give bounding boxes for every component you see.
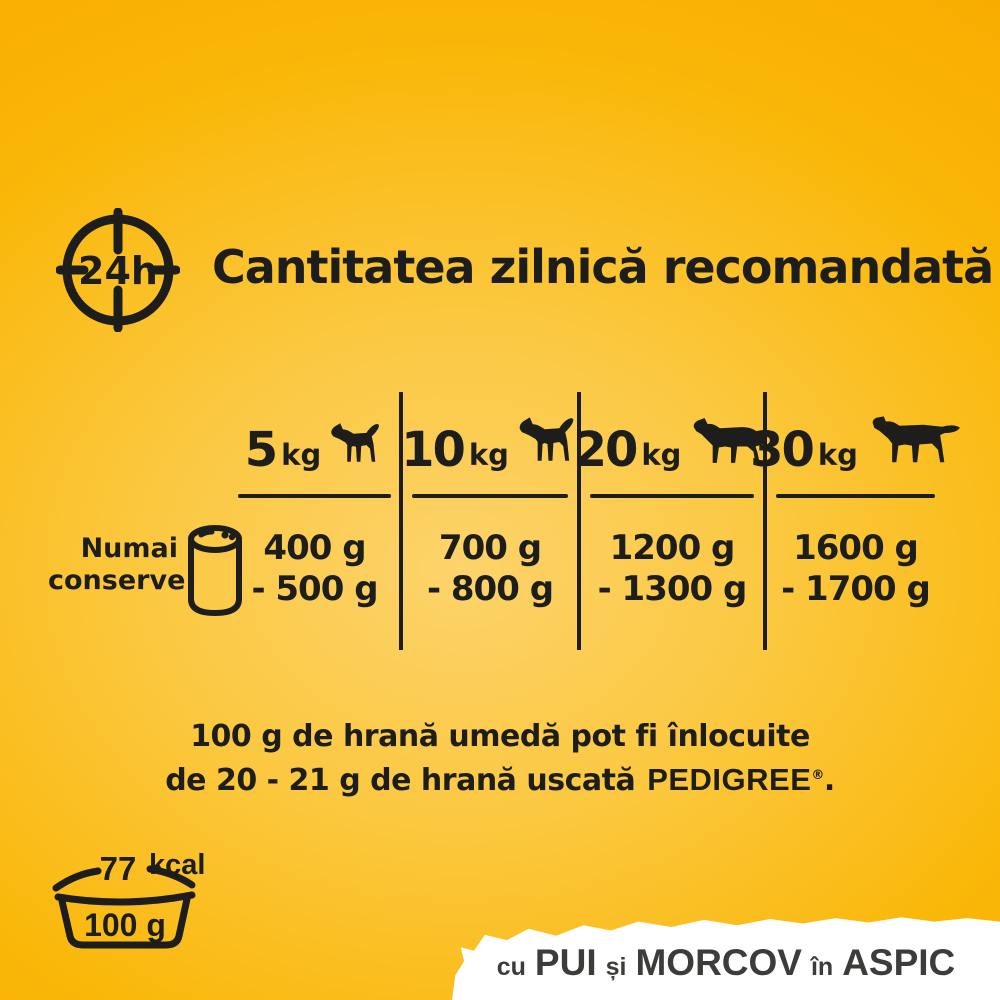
banner-word-in: în — [810, 953, 834, 981]
weight-unit: kg — [281, 438, 322, 472]
note-line2: de 20 - 21 g de hrană uscată PEDIGREE®. — [0, 758, 1000, 802]
portion-values: 1600 g - 1700 g — [767, 528, 944, 611]
brand-name: PEDIGREE — [647, 762, 812, 797]
portion-min: 400 g — [263, 528, 366, 568]
small-dog-icon — [328, 421, 384, 471]
banner-word-morcov: MORCOV — [635, 942, 802, 983]
header-underline — [590, 494, 754, 498]
portion-values: 1200 g - 1300 g — [581, 528, 763, 611]
flavor-banner-text: cu PUI și MORCOV în ASPIC — [497, 942, 956, 984]
column-header: 10 kg — [401, 417, 577, 478]
weight-value: 20 — [573, 421, 639, 478]
feeding-column-20kg: 20 kg 1200 g - 1300 g — [574, 392, 768, 650]
column-header: 5 kg — [230, 420, 399, 478]
portion-min: 1200 g — [609, 528, 736, 568]
portion-values: 400 g - 500 g — [230, 528, 399, 611]
note-period: . — [823, 763, 835, 798]
banner-word-si: și — [605, 953, 627, 981]
header-underline — [775, 494, 936, 498]
weight-unit: kg — [468, 438, 509, 472]
portion-max: - 800 g — [426, 569, 554, 610]
feeding-table: 5 kg 400 g - 500 g 10 kg 700 g — [230, 392, 960, 650]
registered-mark: ® — [811, 768, 824, 783]
can-icon — [184, 523, 246, 621]
column-header: 30 kg — [750, 416, 960, 474]
banner-word-aspic: ASPIC — [842, 942, 956, 983]
portion-min: 700 g — [438, 528, 542, 568]
weight-value: 5 — [244, 421, 278, 478]
weight-unit: kg — [641, 438, 682, 472]
per-amount: 100 g — [84, 907, 166, 943]
large-dog-icon — [865, 416, 961, 471]
24h-clock-icon: 24h — [56, 208, 180, 332]
kcal-value: 77 — [100, 850, 137, 887]
feeding-column-5kg: 5 kg 400 g - 500 g — [230, 392, 399, 650]
portion-max: - 1700 g — [781, 569, 931, 610]
weight-value: 10 — [401, 421, 466, 478]
collie-dog-icon — [688, 418, 770, 471]
kcal-bowl-icon: 77 kcal 100 g — [46, 838, 204, 956]
medium-dog-icon — [516, 415, 579, 471]
header-underline — [411, 494, 569, 498]
note-line2-text: de 20 - 21 g de hrană uscată — [165, 763, 636, 798]
feeding-column-30kg: 30 kg 1600 g - 1700 g — [750, 392, 960, 650]
banner-word-pui: PUI — [534, 942, 597, 983]
substitution-note: 100 g de hrană umedă pot fi înlocuite de… — [0, 716, 1000, 802]
header-underline — [238, 494, 391, 498]
row-label-wet-food-only: Numai conserve — [48, 533, 186, 598]
portion-min: 1600 g — [793, 528, 919, 568]
note-line1: 100 g de hrană umedă pot fi înlocuite — [190, 719, 810, 754]
weight-value: 30 — [750, 421, 815, 478]
page-title: Cantitatea zilnică recomandată — [212, 240, 994, 294]
weight-unit: kg — [817, 438, 858, 472]
24h-label: 24h — [78, 249, 158, 293]
portion-values: 700 g - 800 g — [403, 528, 577, 611]
flavor-banner: cu PUI și MORCOV în ASPIC — [452, 917, 1000, 1000]
banner-word-cu: cu — [496, 953, 526, 981]
portion-max: - 1300 g — [597, 569, 748, 610]
column-header: 20 kg — [574, 418, 768, 474]
row-label-line1: Numai — [80, 533, 178, 564]
row-label-line2: conserve — [48, 565, 186, 597]
kcal-unit: kcal — [149, 849, 204, 881]
feeding-column-10kg: 10 kg 700 g - 800 g — [399, 392, 577, 650]
portion-max: - 500 g — [251, 569, 378, 610]
